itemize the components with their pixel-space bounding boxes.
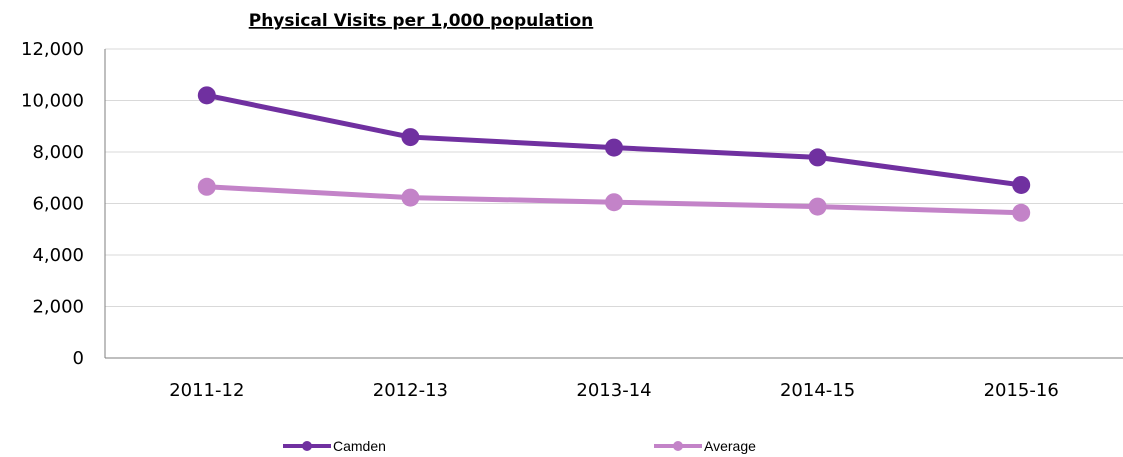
data-point: [808, 197, 827, 216]
data-point: [605, 138, 623, 157]
x-tick-label: 2012-13: [373, 380, 448, 401]
legend-swatch-marker: [673, 441, 683, 451]
y-tick-label: 6,000: [32, 194, 84, 215]
data-point: [1012, 203, 1031, 222]
y-tick-label: 0: [73, 348, 84, 369]
data-point: [401, 188, 420, 207]
data-point: [197, 177, 216, 196]
series-average: [197, 177, 1031, 222]
x-tick-label: 2015-16: [984, 380, 1059, 401]
y-tick-label: 2,000: [32, 297, 84, 318]
legend-label: Camden: [333, 438, 386, 454]
y-tick-label: 10,000: [21, 91, 84, 112]
y-tick-label: 8,000: [32, 142, 84, 163]
series-camden: [197, 86, 1031, 194]
data-point: [1012, 175, 1031, 194]
chart-title: Physical Visits per 1,000 population: [249, 11, 594, 31]
data-point: [808, 148, 827, 167]
legend-label: Average: [704, 438, 756, 454]
data-point: [605, 193, 623, 212]
data-point: [401, 128, 420, 147]
x-tick-label: 2013-14: [576, 380, 651, 401]
legend: Camden Average: [283, 438, 756, 454]
legend-item-average: Average: [654, 438, 756, 454]
axes: [104, 49, 1123, 359]
y-axis-ticks: 0 2,000 4,000 6,000 8,000 10,000 12,000: [21, 39, 84, 369]
y-tick-label: 4,000: [32, 245, 84, 266]
x-axis-ticks: 2011-12 2012-13 2013-14 2014-15 2015-16: [169, 380, 1059, 401]
legend-item-camden: Camden: [283, 438, 386, 454]
series-layer: [197, 86, 1031, 222]
y-tick-label: 12,000: [21, 39, 84, 60]
x-tick-label: 2011-12: [169, 380, 244, 401]
x-tick-label: 2014-15: [780, 380, 855, 401]
data-point: [197, 86, 216, 105]
legend-swatch-marker: [302, 441, 312, 451]
